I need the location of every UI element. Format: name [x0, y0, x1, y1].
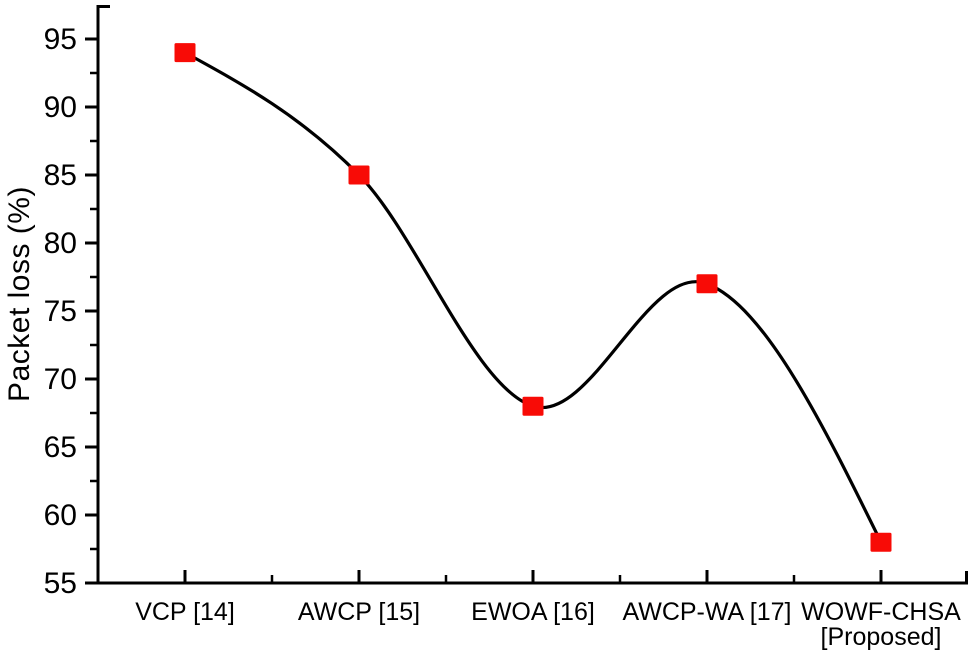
- y-tick-label: 70: [44, 363, 77, 396]
- y-tick-label: 60: [44, 499, 77, 532]
- y-tick-label: 75: [44, 295, 77, 328]
- y-tick-label: 95: [44, 23, 77, 56]
- y-tick-label: 85: [44, 159, 77, 192]
- y-axis-title: Packet loss (%): [3, 186, 36, 402]
- data-point-marker: [870, 532, 892, 552]
- series-curve: [183, 51, 883, 544]
- x-tick-label: WOWF-CHSA: [801, 598, 961, 626]
- x-tick-label: AWCP [15]: [298, 598, 420, 626]
- x-tick-label: VCP [14]: [135, 598, 235, 626]
- data-point-marker: [696, 274, 718, 294]
- y-tick-label: 80: [44, 227, 77, 260]
- data-point-marker: [522, 396, 544, 416]
- plot-area: 55 60 65 70 75 80 85 90 95 VCP [14] AWCP [15] EWOA …: [44, 5, 968, 650]
- x-tick-label: [Proposed]: [821, 623, 942, 650]
- x-tick-label: EWOA [16]: [471, 598, 595, 626]
- y-tick-label: 65: [44, 431, 77, 464]
- x-tick-label: AWCP-WA [17]: [622, 598, 791, 626]
- y-tick-label: 55: [44, 567, 77, 600]
- y-tick-label: 90: [44, 91, 77, 124]
- data-point-marker: [348, 165, 370, 185]
- data-point-marker: [174, 43, 196, 63]
